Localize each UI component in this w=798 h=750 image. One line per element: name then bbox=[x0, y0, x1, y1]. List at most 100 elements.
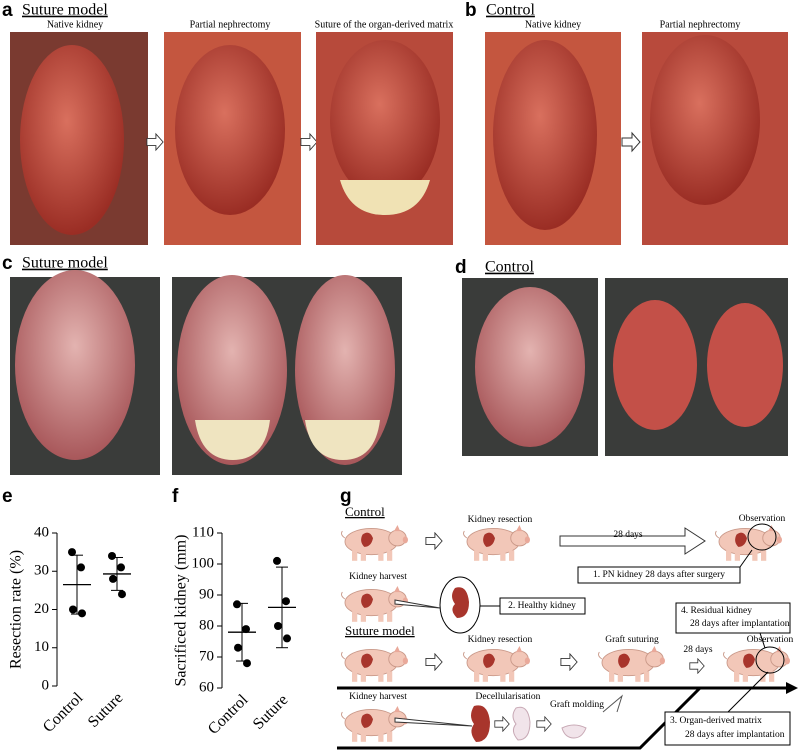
kidney bbox=[650, 35, 760, 205]
matrix bbox=[195, 420, 270, 460]
data-point bbox=[283, 634, 291, 643]
panel-title: Control bbox=[486, 2, 535, 19]
panel-letter: f bbox=[172, 486, 179, 507]
x-tick-label: Suture bbox=[85, 689, 127, 731]
data-point bbox=[243, 659, 251, 668]
data-point bbox=[78, 609, 86, 618]
arrow bbox=[536, 716, 552, 732]
label: Kidney resection bbox=[468, 635, 533, 645]
kidney-icon bbox=[512, 706, 531, 741]
caption: Partial nephrectomy bbox=[660, 19, 741, 30]
pig bbox=[341, 524, 408, 562]
y-tick-label: 60 bbox=[199, 679, 214, 695]
arrow bbox=[689, 658, 705, 674]
pig bbox=[598, 645, 665, 683]
kidney-icon bbox=[452, 587, 469, 618]
label: Kidney resection bbox=[468, 515, 533, 525]
matrix bbox=[340, 180, 430, 215]
caption: Partial nephrectomy bbox=[190, 19, 271, 30]
matrix bbox=[305, 420, 380, 460]
label: Observation bbox=[747, 635, 794, 645]
box bbox=[499, 597, 586, 615]
label: Observation bbox=[739, 514, 786, 524]
timeline bbox=[337, 686, 786, 750]
pig bbox=[463, 524, 530, 562]
label: Kidney harvest bbox=[349, 692, 407, 702]
pointer bbox=[759, 632, 766, 649]
label: 4. Residual kidney bbox=[681, 606, 752, 616]
pig bbox=[341, 705, 408, 743]
y-tick-label: 110 bbox=[192, 524, 214, 540]
kidney bbox=[295, 275, 395, 465]
label: Decellularisation bbox=[476, 692, 541, 702]
y-tick-label: 70 bbox=[199, 648, 214, 664]
y-tick-label: 10 bbox=[34, 639, 49, 655]
arrow bbox=[425, 532, 443, 550]
data-point bbox=[109, 574, 117, 583]
label: Kidney harvest bbox=[349, 572, 407, 582]
arrow bbox=[300, 133, 318, 151]
data-point bbox=[234, 643, 242, 652]
y-axis-label: Resection rate (%) bbox=[8, 550, 25, 669]
data-point bbox=[77, 563, 85, 572]
pig bbox=[463, 645, 530, 683]
label: 28 days after implantation bbox=[690, 618, 790, 629]
kidney bbox=[330, 40, 440, 200]
x-tick-label: Suture bbox=[250, 691, 292, 733]
label: 28 days after implantation bbox=[685, 729, 785, 740]
diagram: g Control Kidney resection 28 days Obser… bbox=[337, 486, 798, 750]
x-tick-label: Control bbox=[205, 691, 252, 738]
panel-title: Control bbox=[485, 259, 534, 276]
panel-title: Suture model bbox=[22, 2, 108, 19]
y-tick-label: 90 bbox=[199, 586, 214, 602]
arrow bbox=[560, 653, 578, 671]
kidney bbox=[493, 40, 597, 230]
data-point bbox=[282, 597, 290, 606]
data-point bbox=[69, 605, 77, 614]
box bbox=[664, 711, 791, 746]
arrow bbox=[146, 133, 164, 151]
group-title: Suture model bbox=[345, 623, 415, 638]
kidney bbox=[613, 300, 697, 430]
y-axis-label: Sacrificed kidney (mm) bbox=[173, 535, 190, 687]
label: 1. PN kidney 28 days after surgery bbox=[593, 569, 725, 580]
y-tick-label: 30 bbox=[34, 563, 49, 579]
arrow bbox=[425, 653, 443, 671]
panel-letter: e bbox=[2, 486, 13, 507]
panel-letter: b bbox=[465, 0, 477, 21]
big-arrow bbox=[559, 527, 706, 555]
kidney bbox=[177, 275, 287, 465]
kidney-icon bbox=[471, 705, 490, 742]
graft-icon bbox=[561, 724, 587, 739]
circle bbox=[747, 523, 777, 551]
pointer bbox=[739, 549, 753, 568]
arrow bbox=[394, 717, 473, 727]
panel-letter: d bbox=[455, 257, 467, 278]
y-tick-label: 40 bbox=[34, 524, 49, 540]
pig bbox=[341, 645, 408, 683]
box bbox=[577, 566, 741, 584]
label: 28 days bbox=[613, 530, 643, 540]
kidney bbox=[707, 303, 783, 427]
y-tick-label: 20 bbox=[34, 601, 49, 617]
arrow bbox=[621, 132, 641, 152]
label: Graft molding bbox=[550, 699, 604, 710]
panel-letter: c bbox=[2, 253, 13, 274]
data-point bbox=[68, 548, 76, 557]
data-point bbox=[108, 551, 116, 560]
data-point bbox=[274, 622, 282, 630]
pointer bbox=[727, 671, 769, 713]
label: 2. Healthy kidney bbox=[508, 601, 576, 611]
kidney bbox=[175, 45, 285, 215]
y-tick-label: 0 bbox=[42, 677, 50, 693]
kidney bbox=[20, 45, 124, 235]
circle bbox=[439, 576, 481, 634]
panel-letter: a bbox=[2, 0, 13, 21]
kidney bbox=[475, 287, 585, 447]
box bbox=[675, 602, 791, 634]
caption: Native kidney bbox=[47, 19, 103, 30]
data-point bbox=[242, 625, 250, 634]
arrow bbox=[602, 694, 623, 713]
